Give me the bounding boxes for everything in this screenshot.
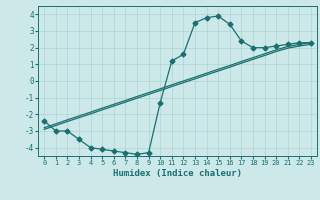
X-axis label: Humidex (Indice chaleur): Humidex (Indice chaleur) bbox=[113, 169, 242, 178]
